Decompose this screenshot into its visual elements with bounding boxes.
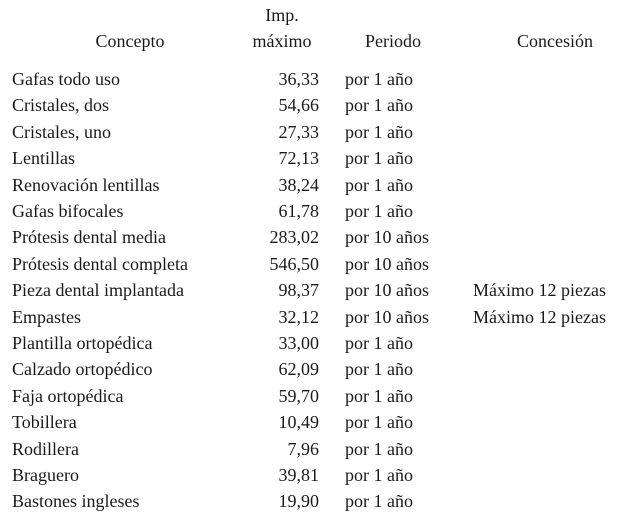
period: por 1 año [345, 69, 413, 89]
amount: 10,49 [278, 412, 320, 433]
column-header: Concesión [517, 31, 593, 51]
period: por 1 año [345, 385, 413, 406]
period: por 1 año [345, 148, 413, 169]
concept: Cristales, uno [12, 121, 111, 142]
concept: Gafas bifocales [12, 201, 124, 221]
concept: Empastes [12, 306, 81, 327]
concept: Braguero [12, 465, 79, 485]
amount: 7,96 [287, 438, 320, 459]
column-header: Imp. máximo [252, 5, 312, 51]
period: por 1 año [345, 491, 413, 512]
period: por 10 años [345, 306, 429, 327]
amount: 32,12 [278, 306, 320, 327]
period: por 1 año [345, 359, 413, 380]
concept: Gafas todo uso [12, 69, 120, 89]
concept: Calzado ortopédico [12, 359, 153, 380]
concept: Lentillas [12, 148, 75, 169]
concept: Prótesis dental completa [12, 253, 188, 274]
concession: Máximo 12 piezas [473, 306, 606, 327]
concept: Pieza dental implantada [12, 280, 184, 301]
period: por 1 año [345, 174, 413, 195]
amount: 283,02 [269, 227, 320, 248]
period: por 10 años [345, 227, 429, 248]
period: por 10 años [345, 280, 429, 301]
period: por 1 año [345, 333, 413, 353]
concept: Faja ortopédica [12, 385, 124, 406]
amount: 19,90 [278, 491, 320, 512]
period: por 1 año [345, 121, 413, 142]
concept: Rodillera [12, 438, 79, 459]
period: por 1 año [345, 438, 413, 459]
concept: Prótesis dental media [12, 227, 166, 248]
amount: 61,78 [278, 201, 320, 221]
column-header: Concepto [95, 31, 165, 51]
concept: Tobillera [12, 412, 77, 433]
concept: Cristales, dos [12, 95, 109, 116]
column-header: Periodo [365, 31, 421, 51]
amount: 59,70 [278, 385, 320, 406]
period: por 1 año [345, 465, 413, 485]
amount: 546,50 [269, 253, 320, 274]
amount: 62,09 [278, 359, 320, 380]
amount: 38,24 [278, 174, 320, 195]
amount: 98,37 [278, 280, 320, 301]
amount: 36,33 [278, 69, 320, 89]
period: por 10 años [345, 253, 429, 274]
amount: 72,13 [278, 148, 320, 169]
concession: Máximo 12 piezas [473, 280, 606, 301]
period: por 1 año [345, 95, 413, 116]
concept: Plantilla ortopédica [12, 333, 153, 353]
amount: 33,00 [278, 333, 320, 353]
amount: 27,33 [278, 121, 320, 142]
period: por 1 año [345, 201, 413, 221]
concept: Bastones ingleses [12, 491, 140, 512]
amount: 54,66 [278, 95, 320, 116]
period: por 1 año [345, 412, 413, 433]
concept: Renovación lentillas [12, 174, 160, 195]
amount: 39,81 [278, 465, 320, 485]
